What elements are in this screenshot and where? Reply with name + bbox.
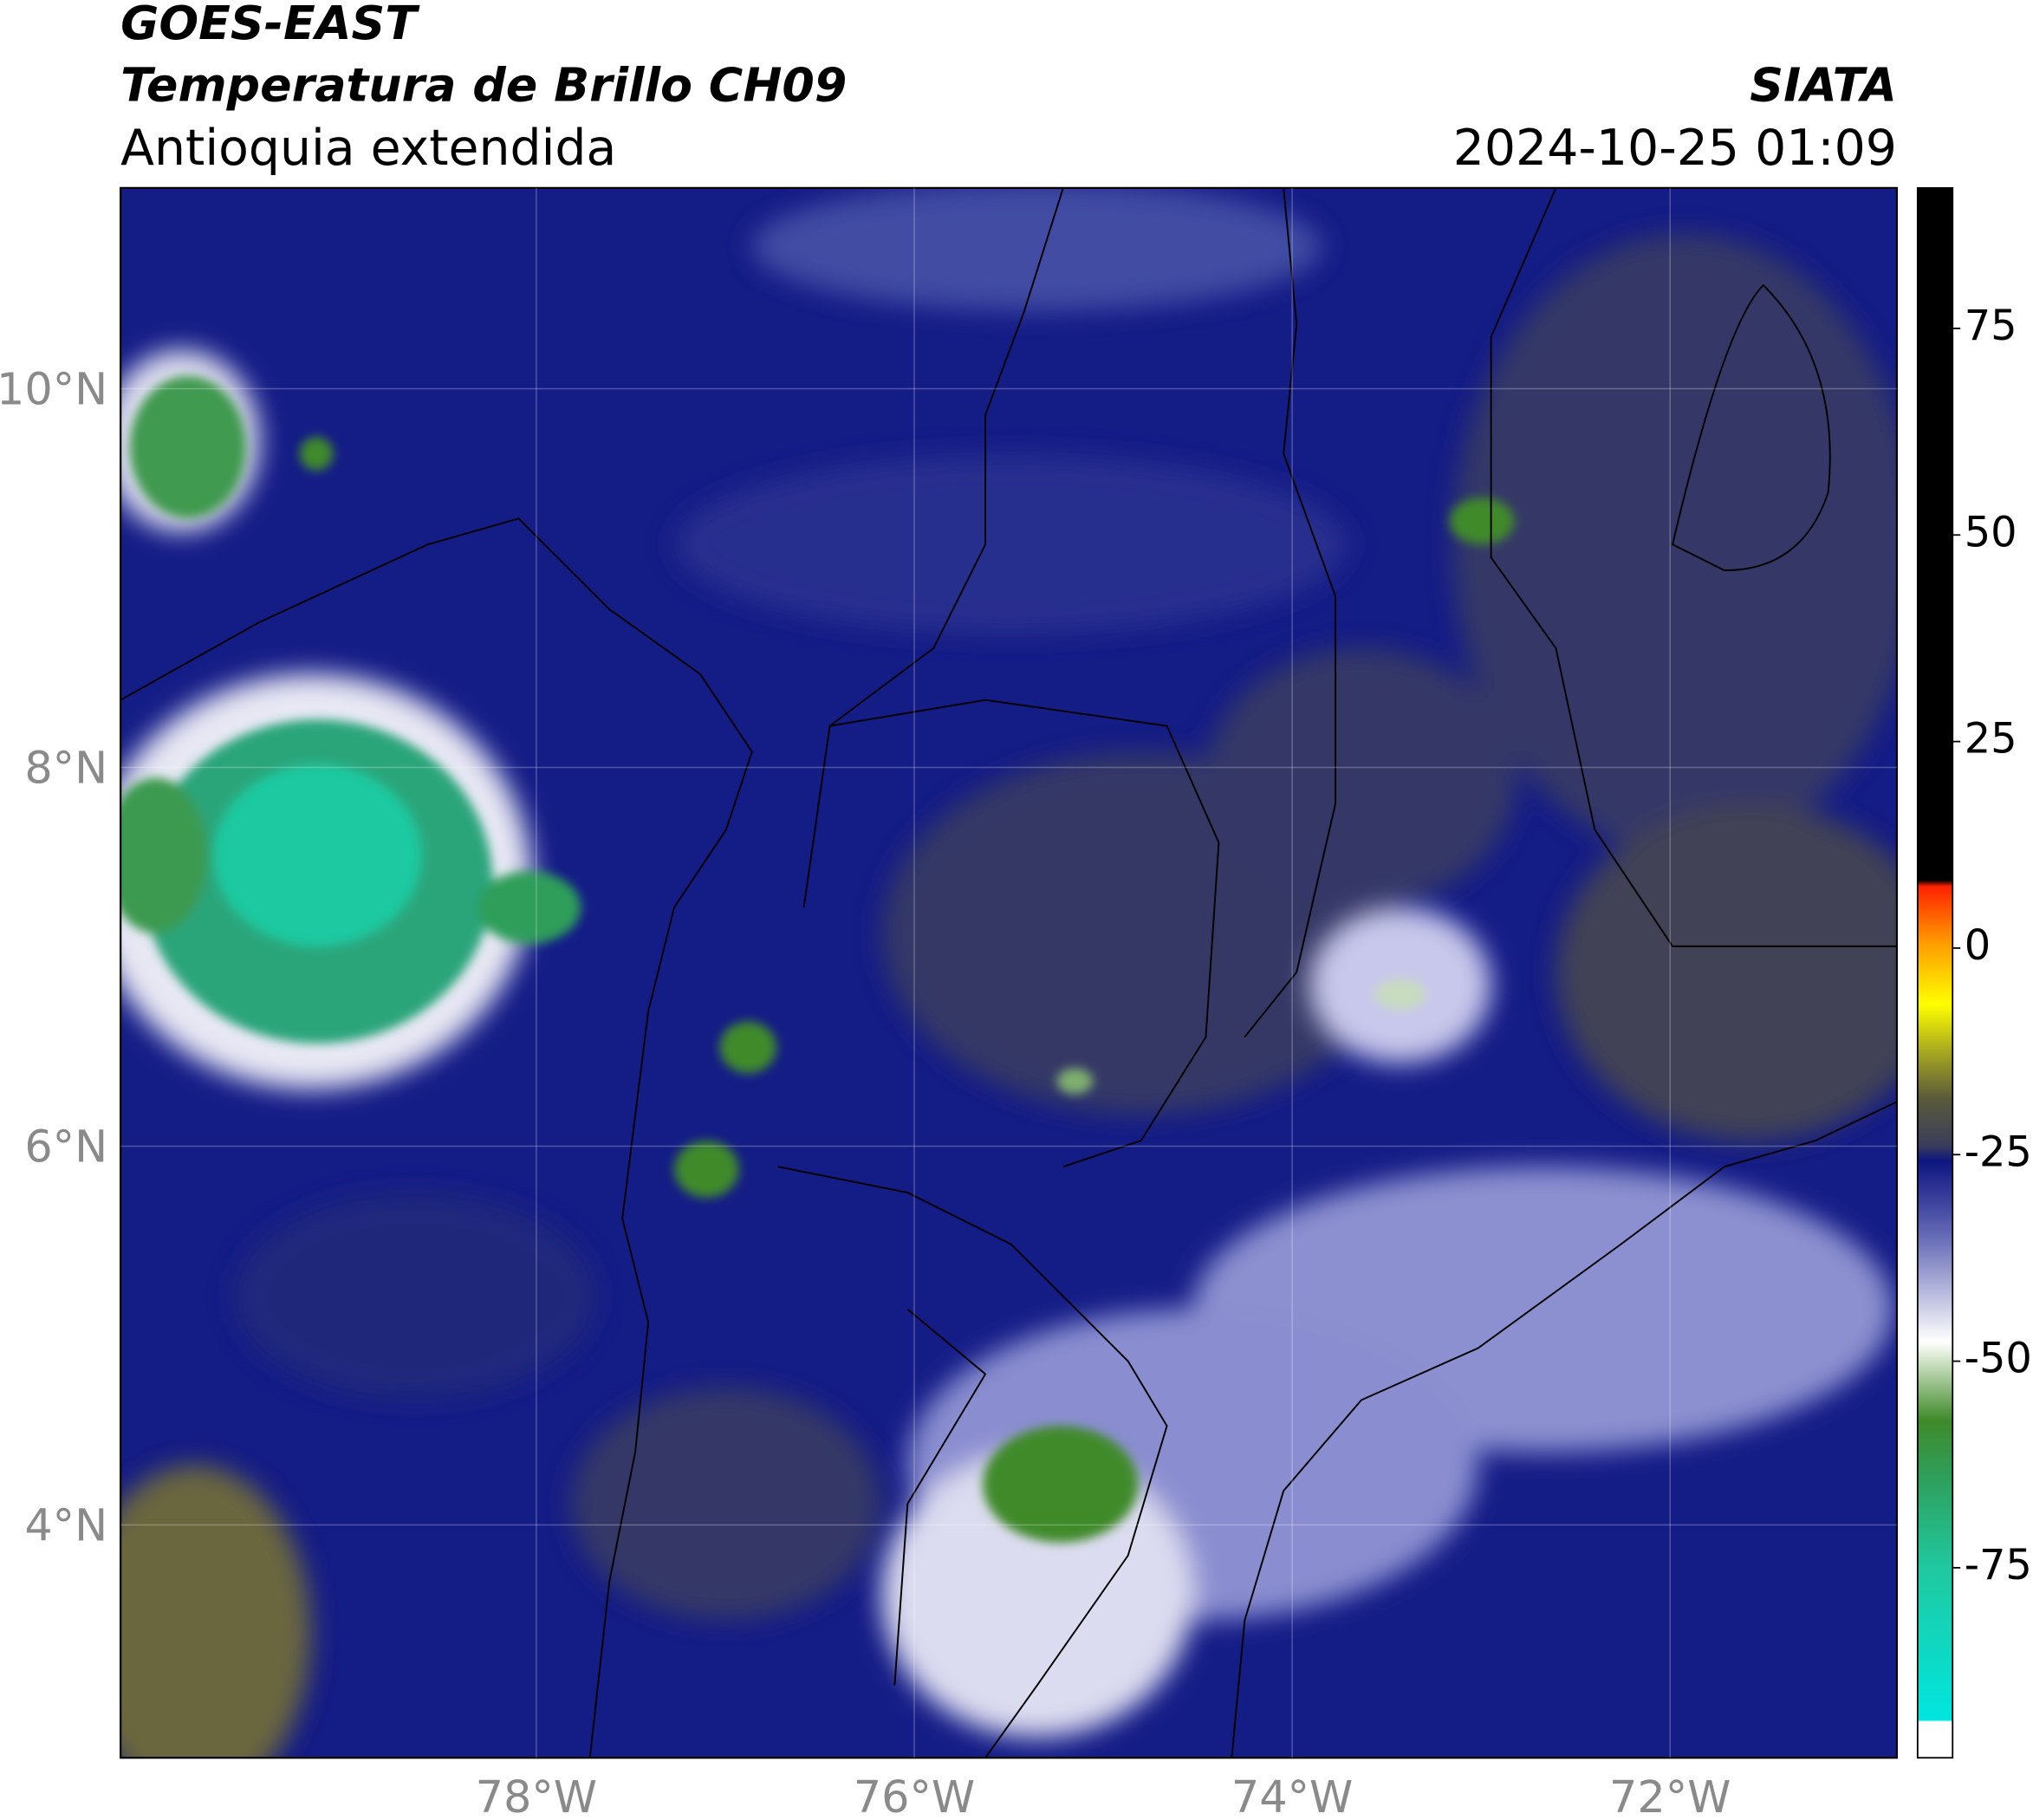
colorbar-label: 0 — [1965, 922, 1991, 970]
x-tick-label: 78°W — [476, 1771, 597, 1820]
title: GOES-EAST — [120, 0, 420, 50]
subtitle: Temperatura de Brillo CH09 — [120, 58, 847, 113]
x-tick-label: 76°W — [854, 1771, 975, 1820]
map-frame — [120, 186, 1899, 1759]
colorbar-label: -75 — [1965, 1542, 2032, 1589]
x-tick-label: 72°W — [1609, 1771, 1731, 1820]
colorbar-label: -25 — [1965, 1128, 2032, 1176]
y-tick-label: 4°N — [24, 1499, 107, 1550]
colorbar-label: -50 — [1965, 1336, 2032, 1383]
colorbar — [1916, 186, 1954, 1759]
y-tick-label: 10°N — [0, 363, 107, 414]
colorbar-label: 25 — [1965, 716, 2017, 764]
y-tick-label: 6°N — [24, 1121, 107, 1172]
satellite-image — [120, 187, 1897, 1758]
y-tick-label: 8°N — [24, 742, 107, 793]
borders — [120, 187, 1897, 1758]
colorbar-label: 50 — [1965, 509, 2017, 556]
source: SIATA — [1750, 58, 1897, 113]
timestamp: 2024-10-25 01:09 — [1453, 120, 1897, 177]
x-tick-label: 74°W — [1231, 1771, 1353, 1820]
region: Antioquia extendida — [120, 120, 616, 177]
colorbar-label: 75 — [1965, 302, 2017, 350]
